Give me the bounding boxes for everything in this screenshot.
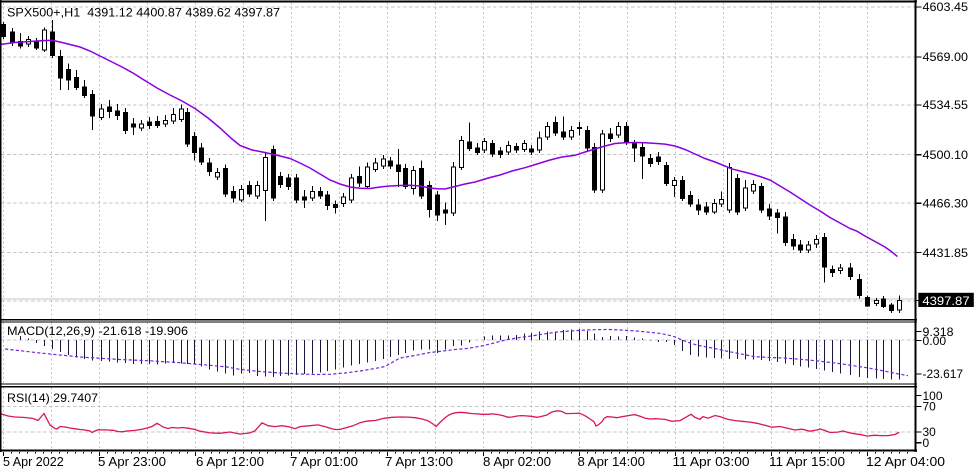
svg-text:4397.87: 4397.87 <box>922 294 970 308</box>
svg-text:5 Apr 2022: 5 Apr 2022 <box>3 455 64 469</box>
svg-text:4500.10: 4500.10 <box>923 148 969 162</box>
svg-text:9.318: 9.318 <box>923 325 954 339</box>
svg-text:12 Apr 04:00: 12 Apr 04:00 <box>866 455 945 469</box>
svg-text:7 Apr 01:00: 7 Apr 01:00 <box>290 455 358 469</box>
svg-text:11 Apr 15:00: 11 Apr 15:00 <box>769 455 845 469</box>
svg-text:4431.85: 4431.85 <box>923 246 969 260</box>
svg-text:5 Apr 23:00: 5 Apr 23:00 <box>98 455 166 469</box>
svg-text:30: 30 <box>923 425 937 439</box>
svg-text:8 Apr 02:00: 8 Apr 02:00 <box>483 455 551 469</box>
svg-text:0.00: 0.00 <box>923 334 947 348</box>
svg-text:100: 100 <box>923 389 943 403</box>
svg-text:7 Apr 13:00: 7 Apr 13:00 <box>385 455 453 469</box>
svg-text:6 Apr 12:00: 6 Apr 12:00 <box>196 455 264 469</box>
svg-text:SPX500+,H1 4391.12 4400.87 43: SPX500+,H1 4391.12 4400.87 4389.62 4397.… <box>7 6 280 20</box>
svg-text:4534.55: 4534.55 <box>923 98 969 112</box>
svg-text:-23.617: -23.617 <box>923 367 964 381</box>
svg-text:RSI(14) 29.7407: RSI(14) 29.7407 <box>7 391 98 405</box>
svg-text:70: 70 <box>923 400 937 414</box>
svg-text:11 Apr 03:00: 11 Apr 03:00 <box>673 455 750 469</box>
svg-text:8 Apr 14:00: 8 Apr 14:00 <box>578 455 646 469</box>
svg-text:4569.00: 4569.00 <box>923 50 969 64</box>
svg-text:0: 0 <box>923 436 930 450</box>
svg-text:4603.45: 4603.45 <box>923 0 969 14</box>
svg-text:4466.30: 4466.30 <box>923 196 969 210</box>
svg-text:MACD(12,26,9) -21.618 -19.906: MACD(12,26,9) -21.618 -19.906 <box>7 324 188 338</box>
